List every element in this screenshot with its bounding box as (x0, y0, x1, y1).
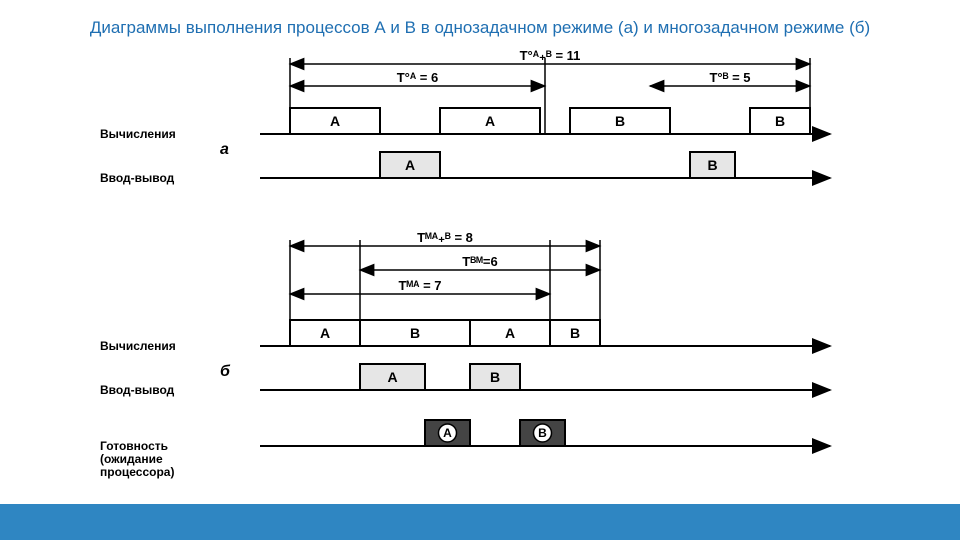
page-title: Диаграммы выполнения процессов А и В в о… (0, 0, 960, 46)
svg-text:Вычисления: Вычисления (100, 339, 176, 353)
svg-text:В: В (538, 426, 547, 440)
svg-text:T°ᴬ = 6: T°ᴬ = 6 (397, 70, 439, 85)
svg-text:А: А (330, 113, 340, 129)
svg-text:(ожидание: (ожидание (100, 452, 163, 466)
svg-text:А: А (320, 325, 330, 341)
svg-text:T°ᴮ = 5: T°ᴮ = 5 (709, 70, 750, 85)
svg-text:Вычисления: Вычисления (100, 127, 176, 141)
svg-text:В: В (615, 113, 625, 129)
svg-text:Готовность: Готовность (100, 439, 168, 453)
svg-text:Ввод-вывод: Ввод-вывод (100, 383, 175, 397)
svg-text:А: А (405, 157, 415, 173)
svg-text:В: В (490, 369, 500, 385)
svg-text:Tᴹᴬ = 7: Tᴹᴬ = 7 (398, 278, 441, 293)
svg-text:T°ᴬ₊ᴮ = 11: T°ᴬ₊ᴮ = 11 (520, 48, 581, 63)
svg-text:В: В (707, 157, 717, 173)
svg-text:Ввод-вывод: Ввод-вывод (100, 171, 175, 185)
svg-text:В: В (570, 325, 580, 341)
svg-text:а: а (220, 141, 229, 158)
svg-text:В: В (410, 325, 420, 341)
svg-text:б: б (220, 363, 231, 380)
svg-text:А: А (505, 325, 515, 341)
svg-text:Tᴮᴹ=6: Tᴮᴹ=6 (462, 254, 497, 269)
svg-text:процессора): процессора) (100, 465, 174, 479)
svg-text:А: А (485, 113, 495, 129)
svg-text:В: В (775, 113, 785, 129)
footer-bar (0, 504, 960, 540)
svg-text:А: А (443, 426, 452, 440)
timing-diagram: а Вычисления Ввод-вывод А А В В А В T°ᴬ₊ᴮ = 11 T°ᴬ… (90, 46, 870, 506)
svg-text:А: А (387, 369, 397, 385)
svg-text:Tᴹᴬ₊ᴮ = 8: Tᴹᴬ₊ᴮ = 8 (417, 230, 473, 245)
